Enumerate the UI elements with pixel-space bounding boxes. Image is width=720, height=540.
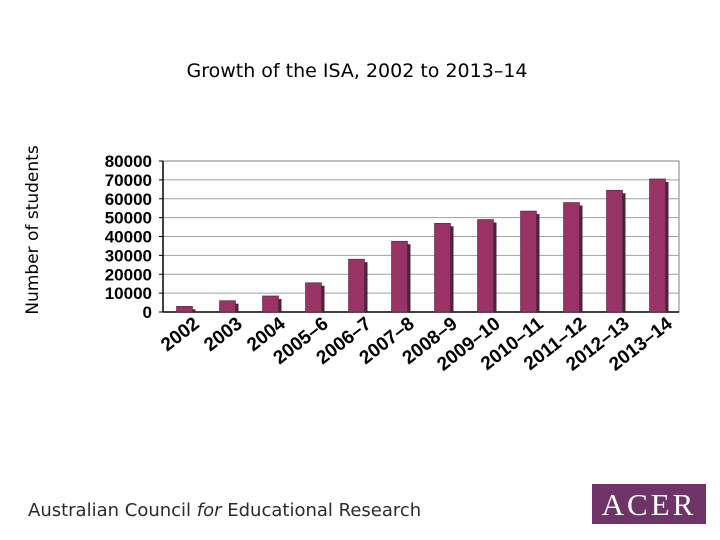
bar [219,300,236,313]
bar [520,210,537,313]
y-tick-label: 40000 [105,228,152,247]
bar [391,240,408,313]
y-tick-label: 50000 [105,209,152,228]
x-tick-label: 2002 [157,313,203,356]
bar [305,282,322,313]
y-tick-label: 60000 [105,190,152,209]
bar [563,202,580,313]
y-axis-label: Number of students [23,145,43,314]
y-tick-label: 70000 [105,171,152,190]
bar [606,189,623,313]
y-tick-label: 80000 [105,152,152,171]
acer-logo: ACER [592,484,706,524]
bar [434,222,451,313]
bar [262,295,279,313]
bar [477,219,494,313]
y-tick-label: 20000 [105,265,152,284]
y-tick-label: 10000 [105,284,152,303]
bar [176,306,193,313]
acer-logo-text: ACER [601,486,697,522]
y-tick-label: 30000 [105,246,152,265]
chart-title: Growth of the ISA, 2002 to 2013–14 [186,60,527,82]
y-tick-label: 0 [143,303,152,322]
plot-area: 8000070000600005000040000300002000010000… [105,152,680,375]
chart: Growth of the ISA, 2002 to 2013–14 Numbe… [23,60,680,375]
bar [348,258,365,313]
x-tick-label: 2003 [200,313,246,356]
bar [649,178,666,313]
footer-organization: Australian Council for Educational Resea… [28,500,422,521]
